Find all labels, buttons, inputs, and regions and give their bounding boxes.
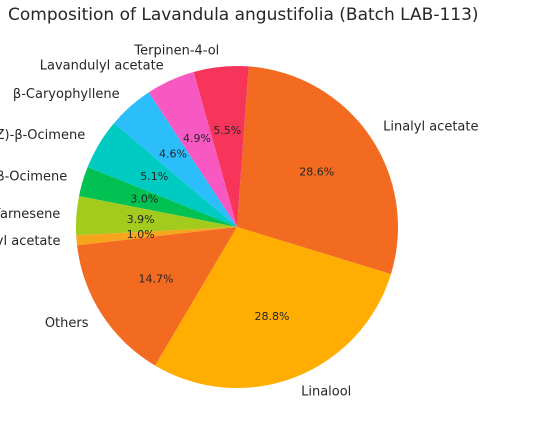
- slice-percent-linalool: 28.8%: [255, 310, 290, 323]
- slice-label-e-beta-ocimene: (E)-β-Ocimene: [0, 169, 67, 184]
- slice-label-z-beta-ocimene: (Z)-β-Ocimene: [0, 128, 85, 143]
- slice-percent-linalyl-acetate: 28.6%: [299, 165, 334, 178]
- slice-percent-z-beta-ocimene: 5.1%: [140, 170, 168, 183]
- pie-slice-others: [77, 227, 237, 366]
- pie-slice-e-beta-ocimene: [78, 167, 238, 227]
- slice-label-beta-caryophyllene: β-Caryophyllene: [13, 87, 120, 102]
- slice-percent-beta-caryophyllene: 4.6%: [159, 148, 187, 161]
- slice-percent-e-beta-ocimene: 3.0%: [130, 193, 158, 206]
- slice-label-others: Others: [45, 316, 89, 331]
- pie-slice-e-beta-farnesene: [75, 196, 237, 236]
- slice-percent-others: 14.7%: [139, 273, 174, 286]
- pie-slice-z-beta-ocimene: [87, 123, 237, 227]
- pie-slice-1-octen-3-yl-acetate: [76, 227, 238, 246]
- chart-title: Composition of Lavandula angustifolia (B…: [8, 5, 479, 25]
- slice-percent-terpinen-4-ol: 5.5%: [213, 124, 241, 137]
- slice-label-terpinen-4-ol: Terpinen-4-ol: [133, 43, 219, 58]
- pie-slice-linalyl-acetate: [237, 66, 399, 275]
- slice-percent-e-beta-farnesene: 3.9%: [127, 213, 155, 226]
- pie-slice-lavandulyl-acetate: [148, 71, 237, 228]
- slice-label-linalyl-acetate: Linalyl acetate: [383, 119, 478, 134]
- slice-percent-1-octen-3-yl-acetate: 1.0%: [127, 228, 155, 241]
- slice-label-e-beta-farnesene: (E)-β-Farnesene: [0, 207, 60, 222]
- slice-label-lavandulyl-acetate: Lavandulyl acetate: [40, 58, 164, 73]
- pie-slice-linalool: [155, 227, 391, 389]
- pie-slice-terpinen-4-ol: [193, 65, 249, 227]
- slice-label-linalool: Linalool: [301, 385, 351, 400]
- slice-percent-lavandulyl-acetate: 4.9%: [183, 132, 211, 145]
- slice-label-1-octen-3-yl-acetate: 1-Octen-3-yl acetate: [0, 234, 61, 249]
- pie-slice-beta-caryophyllene: [114, 92, 237, 228]
